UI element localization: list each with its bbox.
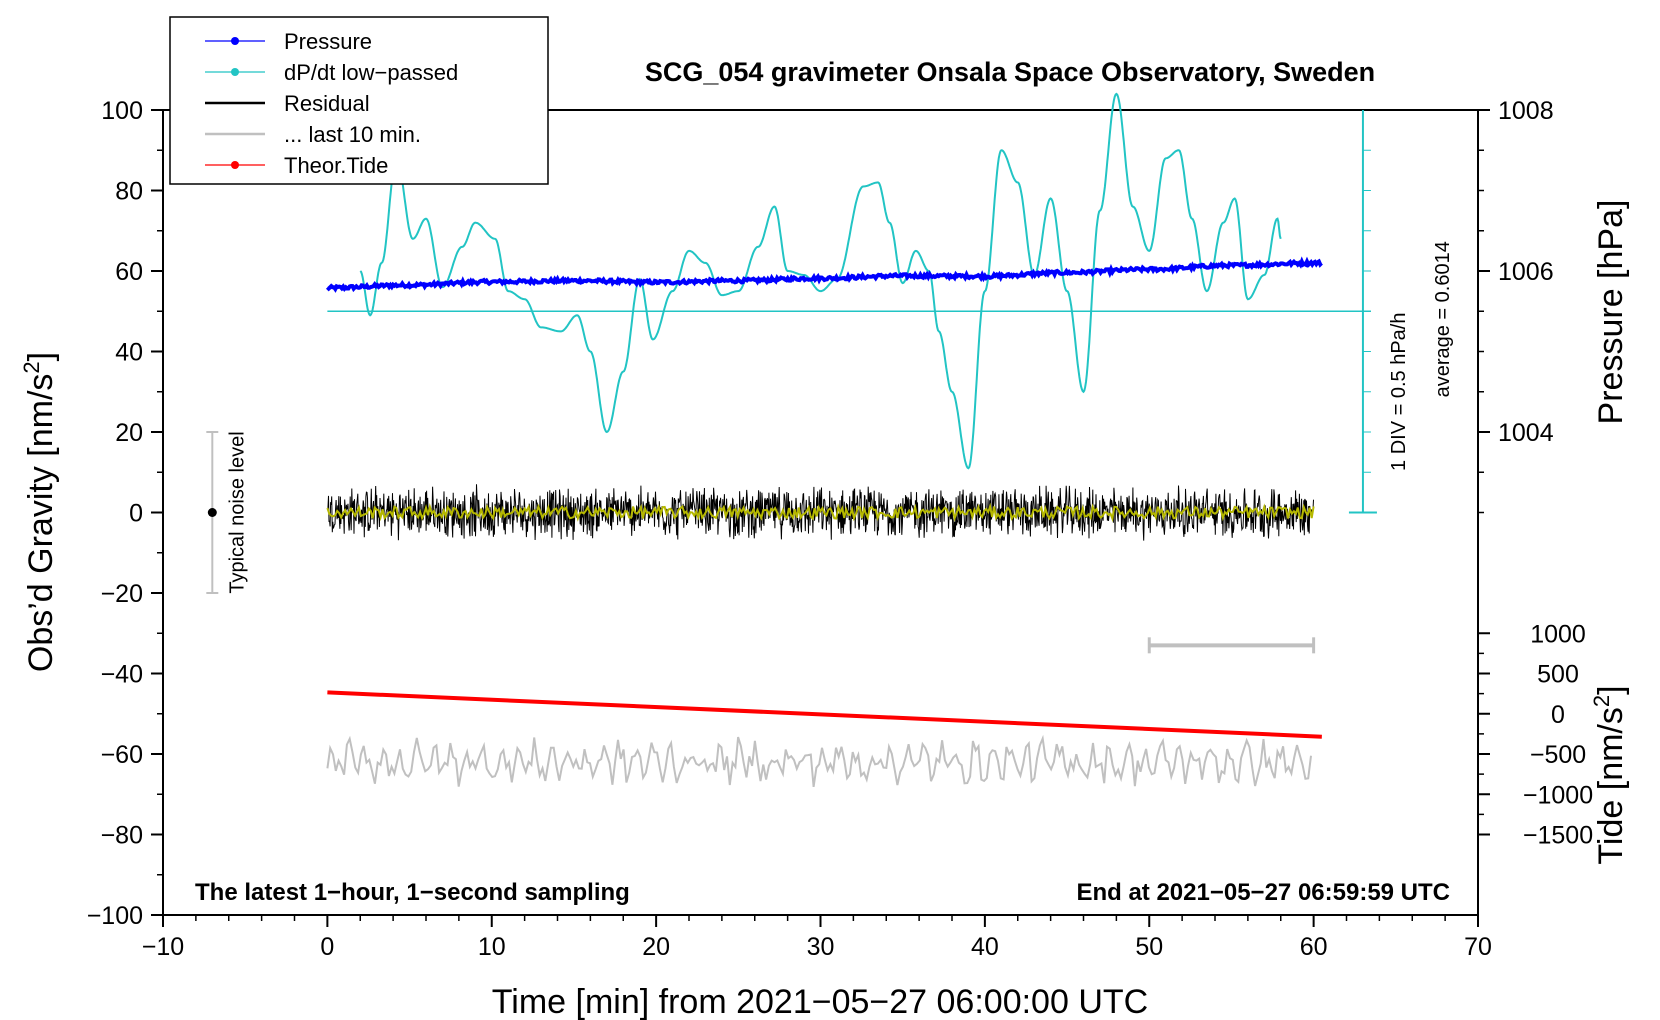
tide-axis-title: Tide [nm/s2] [1589,685,1630,864]
y-tick-label: −60 [101,741,143,769]
y-axis-title-sup: 2 [19,361,44,373]
legend: Pressure dP/dt low−passed Residual ... last… [169,16,549,185]
legend-label: Pressure [284,29,372,54]
pressure-tick-label: 1006 [1498,258,1554,286]
y-tick-label: −80 [101,822,143,850]
tide-tick-label: 1000 [1530,620,1586,648]
x-axis-title: Time [min] from 2021−05−27 06:00:00 UTC [492,983,1148,1020]
dpdt-div-label: 1 DIV = 0.5 hPa/h [1388,313,1410,471]
series-group [325,92,1371,788]
legend-label: Residual [284,91,370,116]
pressure-line [325,256,1323,293]
y-tick-label: −40 [101,661,143,689]
x-axis-ticks: −10 0 10 20 30 40 50 60 70 [142,915,1492,961]
tide-axis-title-sup: 2 [1589,695,1614,707]
y-tick-label: 60 [115,258,143,286]
y-tick-label: −20 [101,580,143,608]
x-tick-label: −10 [142,933,184,961]
y-axis-ticks: −100 −80 −60 −40 −20 0 20 40 60 80 100 [87,97,163,930]
tide-tick-label: −1000 [1523,781,1593,809]
x-tick-label: 50 [1135,933,1163,961]
ten-minute-scale-bar [1147,637,1316,654]
chart-title: SCG_054 gravimeter Onsala Space Observat… [645,57,1375,87]
noise-level-label: Typical noise level [226,431,248,593]
y-tick-label: 0 [129,500,143,528]
pressure-tick-label: 1004 [1498,419,1554,447]
dpdt-line [359,92,1282,470]
x-tick-label: 60 [1300,933,1328,961]
x-tick-label: 70 [1464,933,1492,961]
y-tick-label: −100 [87,902,143,930]
x-tick-label: 10 [478,933,506,961]
y-axis-title: Obs’d Gravity [nm/s2] [19,352,60,672]
dpdt-average-label: average = 0.6014 [1432,241,1454,397]
legend-swatch-marker [231,68,239,76]
x-tick-label: 20 [642,933,670,961]
y-tick-label: 20 [115,419,143,447]
end-time-note: End at 2021−05−27 06:59:59 UTC [1076,879,1450,906]
residual-smoothed-line [326,502,1315,523]
noise-level-bar [206,431,219,594]
x-tick-label: 30 [807,933,835,961]
legend-swatch-marker [231,161,239,169]
noise-bar-center-dot [207,508,217,517]
tide-tick-label: 0 [1551,701,1565,729]
sampling-note: The latest 1−hour, 1−second sampling [195,879,630,906]
y-tick-label: 100 [101,97,143,125]
legend-label: dP/dt low−passed [284,60,458,85]
legend-label: Theor.Tide [284,153,388,178]
y-axis-title-main: Obs’d Gravity [nm/s [22,374,60,673]
pressure-tick-label: 1008 [1498,97,1554,125]
legend-label: ... last 10 min. [284,122,421,147]
legend-swatch-marker [231,37,239,45]
tide-tick-label: 500 [1537,661,1579,689]
y-tick-label: 40 [115,339,143,367]
y-axis-title-close: ] [22,352,60,361]
tide-axis-ticks: 1000 500 0 −500 −1000 −1500 [1478,620,1593,850]
y-tick-label: 80 [115,178,143,206]
tide-tick-label: −500 [1530,741,1586,769]
x-tick-label: 40 [971,933,999,961]
pressure-axis-title: Pressure [hPa] [1592,200,1630,425]
last-10-min-line [326,734,1312,788]
legend-box [169,16,549,185]
tide-axis-title-main: Tide [nm/s [1592,707,1630,864]
tide-tick-label: −1500 [1523,822,1593,850]
theoretical-tide-line [327,690,1322,739]
tide-axis-title-close: ] [1592,685,1630,694]
x-tick-label: 0 [320,933,334,961]
pressure-axis-ticks: 1004100610081010 [1478,97,1554,514]
